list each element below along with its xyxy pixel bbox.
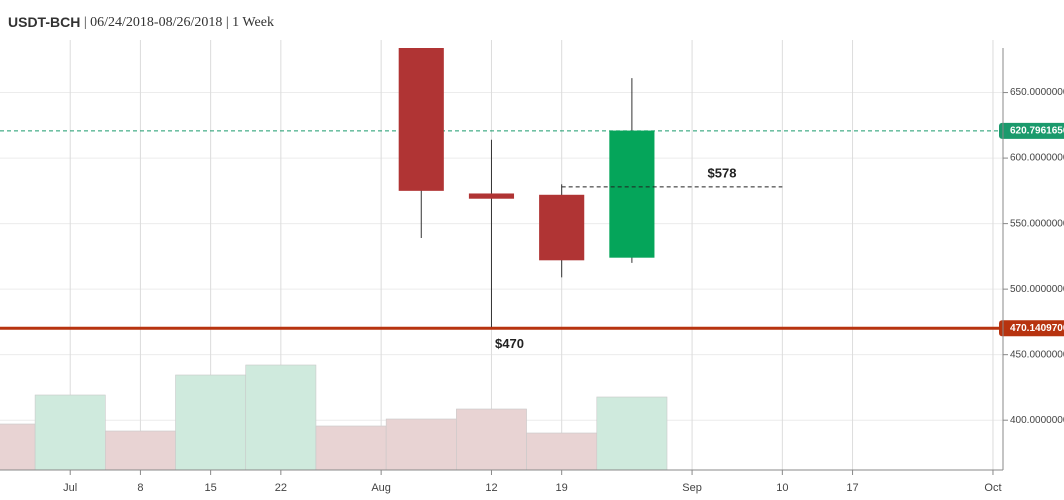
- x-tick-label: 8: [137, 482, 143, 494]
- price-label: 620.7961656: [1010, 125, 1064, 136]
- y-tick-label: 600.0000000: [1010, 153, 1064, 164]
- title-symbol: USDT-BCH: [8, 14, 80, 30]
- plot-area: [0, 48, 1003, 470]
- x-tick-label: 22: [275, 482, 287, 494]
- x-tick-label: 15: [205, 482, 217, 494]
- chart-title: USDT-BCH | 06/24/2018-08/26/2018 | 1 Wee…: [8, 14, 274, 31]
- price-label-box: [999, 122, 1064, 139]
- x-tick-label: 12: [485, 482, 497, 494]
- volume-bar: [105, 430, 176, 470]
- x-tick-label: 17: [846, 482, 858, 494]
- x-tick-label: Sep: [682, 482, 702, 494]
- volume-bar: [385, 418, 457, 470]
- candle-body: [468, 193, 515, 199]
- y-tick-label: 550.0000000: [1010, 218, 1064, 229]
- volume-bar: [175, 374, 247, 470]
- y-tick-label: 400.0000000: [1010, 415, 1064, 426]
- annotation-label: $578: [708, 165, 737, 180]
- volume-bar: [245, 364, 317, 470]
- y-tick-label: 500.0000000: [1010, 284, 1064, 295]
- x-tick-label: Oct: [984, 482, 1001, 494]
- grid: [0, 40, 1003, 470]
- candle-body: [609, 130, 655, 258]
- volume-bar: [315, 425, 387, 470]
- candle-body: [539, 194, 585, 261]
- title-details: | 06/24/2018-08/26/2018 | 1 Week: [80, 15, 274, 30]
- volume-bar: [596, 396, 668, 470]
- price-label: 470.1409700: [1010, 323, 1064, 334]
- volume-bar: [456, 408, 527, 470]
- overlay: 400.0000000 450.0000000 500.0000000 550.000…: [63, 87, 1064, 494]
- x-tick-label: Jul: [63, 482, 77, 494]
- y-tick-label: 450.0000000: [1010, 349, 1064, 360]
- price-label-box: [999, 320, 1064, 337]
- x-tick-label: Aug: [371, 482, 391, 494]
- y-tick-label: 650.0000000: [1010, 87, 1064, 98]
- x-tick-label: 19: [556, 482, 568, 494]
- x-tick-label: 10: [776, 482, 788, 494]
- candle-body: [398, 48, 444, 191]
- volume-bar: [526, 432, 598, 470]
- volume-bar: [34, 394, 106, 470]
- annotation-label: $470: [495, 336, 524, 351]
- volume-bar: [0, 423, 36, 470]
